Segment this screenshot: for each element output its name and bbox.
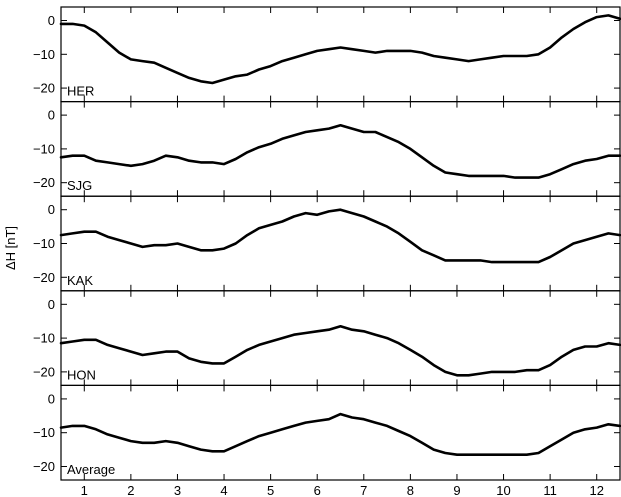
y-tick-label: −10 (33, 425, 55, 440)
x-tick-label: 7 (360, 483, 367, 497)
panel-her: 0 −10 −20 HER (33, 6, 621, 103)
y-tick-label: 0 (48, 297, 55, 312)
x-tick-label: 8 (407, 483, 414, 497)
series-line-kak (59, 208, 621, 264)
panel-label: HON (67, 367, 96, 382)
y-tick-label: −20 (33, 364, 55, 379)
y-tick-label: −20 (33, 175, 55, 190)
x-tick-label: 12 (589, 483, 603, 497)
panel-hon: 0 −10 −20 HON (33, 290, 621, 386)
y-tick-label: −10 (33, 236, 55, 251)
x-tick-label: 4 (220, 483, 227, 497)
y-tick-label: 0 (48, 391, 55, 406)
panel-frame (60, 384, 621, 481)
series-line-average (59, 412, 621, 457)
series-line-sjg (59, 124, 621, 179)
x-tick-label: 5 (267, 483, 274, 497)
y-tick-label: 0 (48, 13, 55, 28)
panel-label: SJG (67, 178, 92, 193)
panel-label: Average (67, 462, 115, 477)
y-tick-label: 0 (48, 108, 55, 123)
y-axis-label: ΔH [nT] (3, 226, 18, 270)
series-line-hon (59, 324, 621, 377)
panel-sjg: 0 −10 −20 SJG (33, 100, 621, 197)
x-tick-label: 3 (174, 483, 181, 497)
x-tick-label: 2 (127, 483, 134, 497)
series-line-her (59, 14, 621, 85)
x-tick-label: 1 (81, 483, 88, 497)
y-tick-label: −20 (33, 270, 55, 285)
panel-kak: 0 −10 −20 KAK (33, 195, 621, 292)
panel-label: KAK (67, 273, 93, 288)
y-tick-label: −10 (33, 47, 55, 62)
x-tick-label: 6 (314, 483, 321, 497)
x-tick-label: 9 (453, 483, 460, 497)
panel-label: HER (67, 84, 94, 99)
y-tick-label: −10 (33, 141, 55, 156)
y-tick-label: −10 (33, 331, 55, 346)
x-tick-label: 11 (543, 483, 557, 497)
panel-average: 0 −10 −20 Average (33, 384, 621, 481)
panel-frame (60, 100, 621, 197)
y-tick-label: −20 (33, 81, 55, 96)
y-tick-label: 0 (48, 202, 55, 217)
x-tick-label: 10 (496, 483, 510, 497)
y-tick-label: −20 (33, 459, 55, 474)
